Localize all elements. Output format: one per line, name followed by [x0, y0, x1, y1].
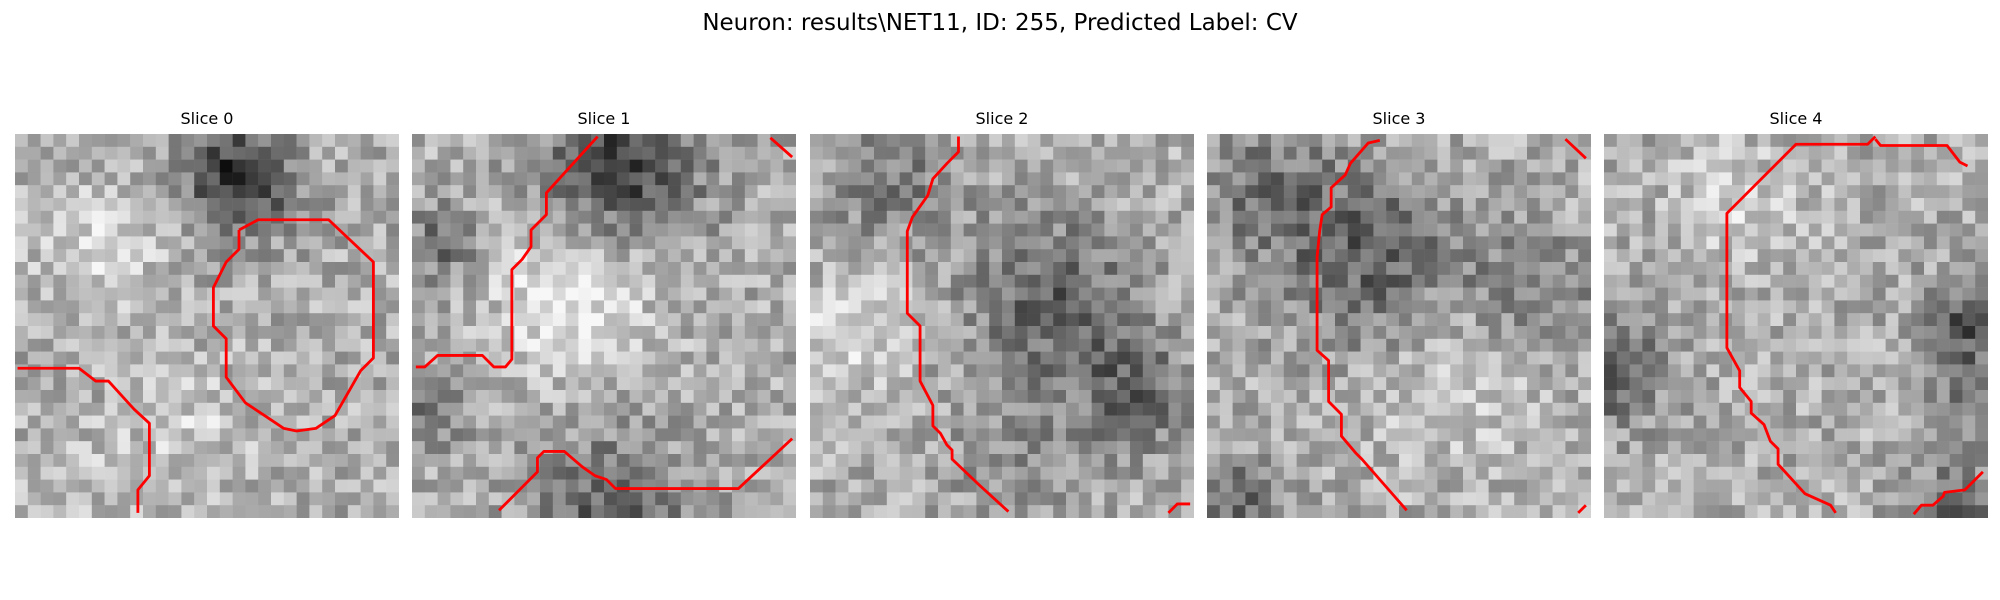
contour-line [1577, 504, 1587, 514]
contour-line [905, 136, 1010, 513]
pixel-grid [1604, 134, 1988, 518]
slice-panel-4: Slice 4 [1604, 108, 1988, 518]
slice-title-4: Slice 4 [1769, 109, 1823, 128]
slice-image-1 [412, 134, 796, 518]
contour-line [17, 366, 151, 513]
contour-line [1167, 502, 1191, 514]
slice-title-3: Slice 3 [1372, 109, 1426, 128]
slice-panel-1: Slice 1 [412, 108, 796, 518]
slice-image-2 [810, 134, 1194, 518]
slice-image-4 [1604, 134, 1988, 518]
pixel-grid [15, 134, 399, 518]
contour-line [1564, 138, 1587, 160]
contour-line [1315, 139, 1408, 512]
contour-line [211, 218, 375, 433]
slice-title-0: Slice 0 [180, 109, 234, 128]
slice-panel-0: Slice 0 [15, 108, 399, 518]
pixel-grid [412, 134, 796, 518]
contour-line [1874, 138, 1969, 168]
contour-line [1725, 135, 1877, 514]
slice-panel-3: Slice 3 [1207, 108, 1591, 518]
pixel-grid [1207, 134, 1591, 518]
contour-line [1912, 470, 1984, 516]
slice-panel-2: Slice 2 [810, 108, 1194, 518]
pixel-grid [810, 134, 1194, 518]
contour-line [415, 135, 599, 369]
slice-image-3 [1207, 134, 1591, 518]
slice-title-1: Slice 1 [577, 109, 631, 128]
slice-title-2: Slice 2 [975, 109, 1029, 128]
figure-title: Neuron: results\NET11, ID: 255, Predicte… [702, 10, 1298, 36]
contour-line [769, 136, 794, 159]
contour-line [498, 437, 794, 512]
slice-image-0 [15, 134, 399, 518]
